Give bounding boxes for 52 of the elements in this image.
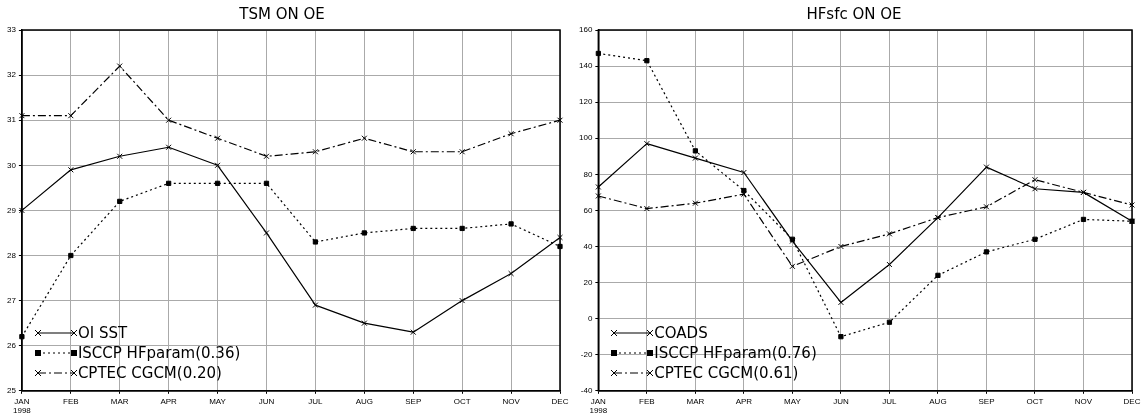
y-tick-label: 160: [578, 25, 593, 35]
x-tick-label: JUL: [308, 396, 324, 406]
legend-label: CPTEC CGCM(0.20): [77, 362, 222, 383]
y-tick-label: -40: [580, 386, 593, 395]
y-tick-label: 27: [6, 295, 17, 305]
x-tick-label: APR: [160, 396, 178, 406]
legend-label: COADS: [654, 322, 708, 343]
y-tick-label: 80: [583, 169, 593, 179]
x-tick-label: OCT: [453, 396, 471, 406]
y-tick-label: 30: [6, 160, 17, 170]
x-tick-label: SEP: [978, 396, 995, 406]
y-tick-label: 140: [578, 61, 593, 71]
x-tick-label: APR: [735, 396, 753, 406]
legend-label: OI SST: [77, 322, 128, 343]
x-tick-label: OCT: [1026, 396, 1044, 406]
y-tick-label: -20: [580, 349, 593, 359]
x-tick-label: AUG: [929, 396, 947, 406]
y-tick-label: 100: [578, 133, 593, 143]
x-tick-label: SEP: [405, 396, 422, 406]
y-tick-label: 29: [6, 205, 17, 215]
y-tick-label: 0: [587, 313, 593, 323]
y-tick-label: 28: [6, 250, 17, 260]
x-tick-label: NOV: [1074, 396, 1093, 406]
x-tick-label: MAR: [686, 396, 705, 406]
x-tick-label: JUL: [882, 396, 898, 406]
x-tick-label: FEB: [63, 396, 79, 406]
x-tick-label: JAN 1998: [13, 396, 32, 416]
x-tick-label: DEC: [551, 396, 569, 406]
y-tick-label: 40: [583, 241, 593, 251]
x-tick-label: NOV: [502, 396, 521, 406]
y-tick-label: 31: [6, 115, 17, 125]
y-tick-label: 33: [6, 25, 17, 35]
x-tick-label: JUN: [833, 396, 849, 406]
y-tick-label: 26: [6, 340, 17, 350]
x-tick-label: FEB: [639, 396, 655, 406]
chart-title: HFsfc ON OE: [806, 4, 902, 23]
legend-label: ISCCP HFparam(0.36): [77, 342, 241, 363]
x-tick-label: DEC: [1123, 396, 1141, 406]
y-tick-label: 32: [6, 70, 17, 80]
legend-label: CPTEC CGCM(0.61): [654, 362, 799, 383]
chart-title: TSM ON OE: [238, 4, 325, 23]
y-tick-label: 120: [578, 97, 593, 107]
y-tick-label: 60: [583, 205, 593, 215]
x-tick-label: AUG: [355, 396, 373, 406]
x-tick-label: MAY: [209, 396, 227, 406]
x-tick-label: MAR: [110, 396, 129, 406]
x-tick-label: JAN 1998: [589, 396, 608, 416]
x-tick-label: JUN: [258, 396, 275, 406]
y-tick-label: 20: [583, 277, 593, 287]
legend-label: ISCCP HFparam(0.76): [654, 342, 817, 363]
y-tick-label: 25: [6, 386, 17, 395]
x-tick-label: MAY: [784, 396, 802, 406]
